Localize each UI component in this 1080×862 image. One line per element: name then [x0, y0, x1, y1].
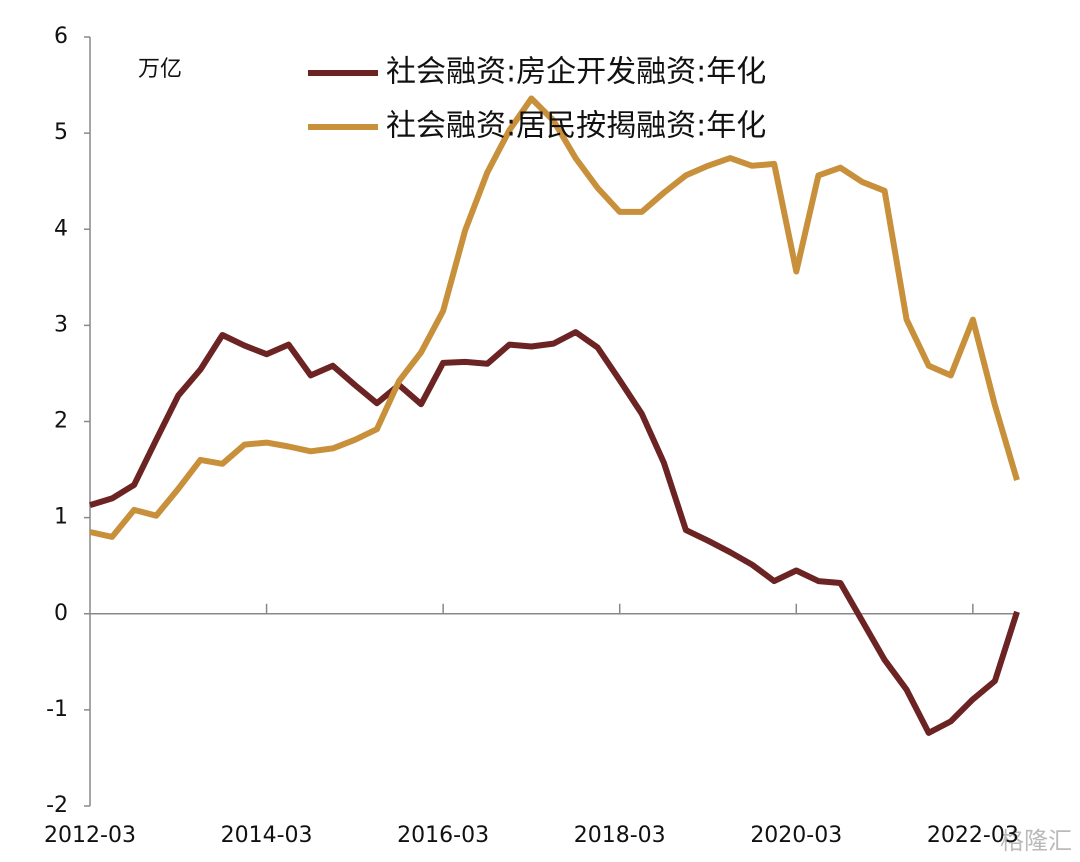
x-tick-label: 2016-03	[397, 823, 489, 848]
x-tick-label: 2012-03	[44, 823, 136, 848]
legend-label: 社会融资:居民按揭融资:年化	[386, 109, 766, 144]
y-tick-label: -1	[46, 697, 68, 722]
y-tick-label: 6	[54, 24, 68, 49]
y-tick-label: -2	[46, 793, 68, 818]
y-tick-label: 3	[54, 312, 68, 337]
x-tick-label: 2014-03	[221, 823, 313, 848]
y-axis-label: 万亿	[138, 57, 182, 82]
x-tick-label: 2018-03	[574, 823, 666, 848]
x-tick-label: 2022-03	[927, 823, 1019, 848]
series-line	[89, 329, 1020, 736]
x-tick-label: 2020-03	[750, 823, 842, 848]
y-tick-label: 4	[54, 216, 68, 241]
legend-label: 社会融资:房企开发融资:年化	[386, 55, 766, 90]
y-tick-label: 2	[54, 409, 68, 434]
y-tick-label: 0	[54, 601, 68, 626]
y-tick-label: 5	[54, 120, 68, 145]
y-tick-label: 1	[54, 505, 68, 530]
watermark: 格隆汇	[1000, 827, 1072, 855]
series-line	[89, 95, 1020, 540]
